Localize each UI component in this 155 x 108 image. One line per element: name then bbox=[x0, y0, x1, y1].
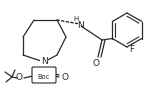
Text: O: O bbox=[16, 74, 22, 83]
Text: O: O bbox=[93, 59, 100, 68]
Text: O: O bbox=[62, 72, 69, 82]
Text: N: N bbox=[41, 57, 47, 67]
Text: Boc: Boc bbox=[38, 74, 50, 80]
FancyBboxPatch shape bbox=[32, 67, 56, 83]
Text: F: F bbox=[130, 45, 134, 55]
Text: H: H bbox=[73, 16, 79, 22]
Text: N: N bbox=[78, 21, 84, 30]
